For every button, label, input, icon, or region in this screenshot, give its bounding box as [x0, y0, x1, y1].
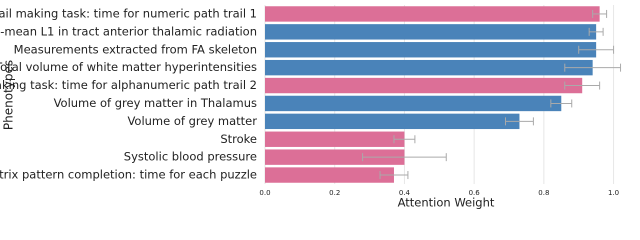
bar: [265, 131, 405, 147]
x-tick-label: 0.6: [469, 189, 481, 197]
page: Phenotypes Attention Weight 0.0 0.2 0.4 0.6…: [0, 5, 622, 210]
bar: [265, 113, 520, 130]
y-tick-label: Stroke: [220, 132, 257, 146]
bar: [265, 24, 597, 40]
y-tick-label: Systolic blood pressure: [124, 150, 257, 164]
bar: [265, 42, 597, 58]
y-tick-label: Measurements extracted from FA skeleton: [14, 42, 257, 56]
y-tick-label: Total volume of white matter hyperintens…: [0, 60, 257, 74]
y-tick-label: Volume of grey matter in Thalamus: [54, 96, 257, 110]
y-tick-label: Matrix pattern completion: time for each…: [0, 168, 257, 182]
x-tick-label: 1.0: [608, 189, 619, 197]
bar: [265, 59, 593, 76]
bar: [265, 77, 583, 94]
y-tick-label: Trail making task: time for numeric path…: [0, 6, 257, 20]
bar: [265, 6, 600, 22]
y-axis-label: Phenotypes: [2, 60, 16, 130]
x-tick-label: 0.0: [259, 189, 270, 197]
bar: [265, 95, 562, 112]
y-tick-label: Weighted-mean L1 in tract anterior thala…: [0, 24, 257, 38]
x-tick-label: 0.2: [329, 189, 340, 197]
bar: [265, 167, 394, 183]
bar: [265, 149, 405, 165]
x-tick-label: 0.4: [399, 189, 411, 197]
x-axis-label: Attention Weight: [398, 196, 495, 210]
chart: Phenotypes Attention Weight 0.0 0.2 0.4 0.6…: [0, 5, 622, 210]
x-tick-label: 0.8: [538, 189, 549, 197]
y-tick-label: Volume of grey matter: [127, 114, 257, 128]
y-tick-label: Trail making task: time for alphanumeric…: [0, 78, 257, 92]
